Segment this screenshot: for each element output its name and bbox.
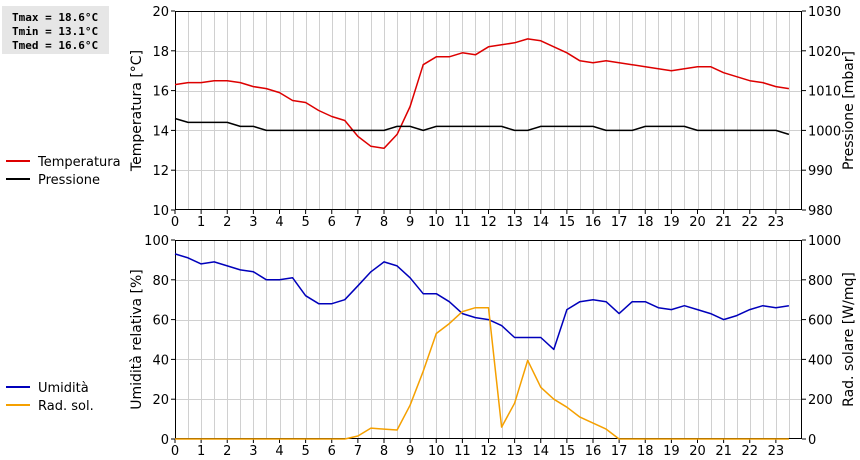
bottom-frame: [175, 240, 802, 439]
bottom-y-right-tick-label: 0: [808, 433, 816, 448]
bottom-x-tick-label: 19: [663, 444, 680, 459]
top-y-left-tick-label: 16: [152, 85, 169, 100]
bottom-x-tick-label: 21: [715, 444, 732, 459]
tmed-label: Tmed = 16.6°C: [12, 39, 99, 52]
bottom-x-tick-label: 5: [301, 444, 309, 459]
bottom-y-right-tick-label: 200: [808, 393, 833, 408]
tmin-label: Tmin = 13.1°C: [12, 25, 99, 38]
top-y-right-tick-label: 980: [808, 204, 833, 219]
top-x-tick-label: 10: [428, 215, 445, 230]
bottom-x-tick-label: 16: [585, 444, 602, 459]
top-plot-area: [175, 11, 802, 210]
bottom-y-left-tick-label: 0: [161, 433, 169, 448]
bottom-x-tick-label: 12: [480, 444, 497, 459]
top-x-tick-label: 14: [532, 215, 549, 230]
bottom-plot-area: [175, 240, 802, 439]
top-y-right-tick-label: 990: [808, 164, 833, 179]
top-x-tick-label: 7: [354, 215, 362, 230]
top-x-tick-label: 17: [611, 215, 628, 230]
bottom-x-tick-label: 10: [428, 444, 445, 459]
bottom-x-tick-label: 11: [454, 444, 471, 459]
bottom-y-left-tick-label: 60: [152, 314, 169, 329]
bottom-x-tick-label: 7: [354, 444, 362, 459]
bottom-x-tick-label: 9: [406, 444, 414, 459]
top-x-tick-label: 13: [506, 215, 523, 230]
top-x-tick-label: 4: [275, 215, 283, 230]
bottom-x-tick-label: 13: [506, 444, 523, 459]
top-y-right-tick-label: 1000: [808, 124, 841, 139]
top-series-left-line: [174, 38, 790, 150]
bottom-y-right-tick-label: 600: [808, 314, 833, 329]
top-x-tick-label: 6: [328, 215, 336, 230]
bottom-legend-label: Rad. sol.: [38, 399, 94, 414]
top-x-tick-label: 3: [249, 215, 257, 230]
top-y-left-tick-label: 12: [152, 164, 169, 179]
top-x-tick-label: 9: [406, 215, 414, 230]
top-x-tick-label: 1: [197, 215, 205, 230]
top-y-left-title: Temperatura [°C]: [129, 50, 145, 172]
bottom-x-tick-label: 6: [328, 444, 336, 459]
top-x-tick-label: 0: [171, 215, 179, 230]
bottom-x-tick-label: 17: [611, 444, 628, 459]
top-y-left-tick-label: 20: [152, 5, 169, 20]
top-y-left-tick-label: 18: [152, 45, 169, 60]
top-y-right-tick-label: 1020: [808, 45, 841, 60]
bottom-x-tick-label: 8: [380, 444, 388, 459]
top-x-tick-label: 12: [480, 215, 497, 230]
top-legend-label: Temperatura: [37, 155, 121, 170]
bottom-y-right-tick-label: 400: [808, 353, 833, 368]
top-x-tick-label: 20: [689, 215, 706, 230]
top-y-right-tick-label: 1010: [808, 85, 841, 100]
top-y-left-tick-label: 10: [152, 204, 169, 219]
bottom-x-tick-label: 0: [171, 444, 179, 459]
bottom-y-right-tick-label: 1000: [808, 234, 841, 249]
bottom-y-left-tick-label: 40: [152, 353, 169, 368]
bottom-x-tick-label: 20: [689, 444, 706, 459]
bottom-y-right-tick-label: 800: [808, 274, 833, 289]
top-x-tick-label: 16: [585, 215, 602, 230]
top-x-tick-label: 21: [715, 215, 732, 230]
bottom-x-tick-label: 15: [559, 444, 576, 459]
bottom-series-left-line: [174, 253, 790, 351]
top-y-right-tick-label: 1030: [808, 5, 841, 20]
bottom-y-left-tick-label: 80: [152, 274, 169, 289]
top-x-tick-label: 11: [454, 215, 471, 230]
bottom-x-tick-label: 23: [768, 444, 785, 459]
bottom-x-tick-label: 2: [223, 444, 231, 459]
bottom-x-tick-label: 18: [637, 444, 654, 459]
top-x-tick-label: 8: [380, 215, 388, 230]
top-x-tick-label: 19: [663, 215, 680, 230]
tmax-label: Tmax = 18.6°C: [12, 11, 99, 24]
bottom-y-left-tick-label: 100: [144, 234, 169, 249]
bottom-y-left-title: Umidità relativa [%]: [129, 269, 145, 410]
bottom-x-tick-label: 4: [275, 444, 283, 459]
stats-box: Tmax = 18.6°C Tmin = 13.1°C Tmed = 16.6°…: [2, 6, 109, 54]
top-series-right-line: [174, 117, 790, 136]
bottom-y-left-tick-label: 20: [152, 393, 169, 408]
top-y-right-title: Pressione [mbar]: [841, 51, 857, 170]
bottom-y-right-title: Rad. solare [W/mq]: [841, 272, 857, 407]
bottom-x-tick-label: 22: [741, 444, 758, 459]
bottom-x-tick-label: 14: [532, 444, 549, 459]
top-x-tick-label: 5: [301, 215, 309, 230]
bottom-legend-label: Umidità: [38, 381, 89, 396]
top-x-tick-label: 18: [637, 215, 654, 230]
top-y-left-tick-label: 14: [152, 124, 169, 139]
top-x-tick-label: 15: [559, 215, 576, 230]
bottom-x-tick-label: 3: [249, 444, 257, 459]
bottom-x-tick-label: 1: [197, 444, 205, 459]
bottom-series-right-line: [175, 306, 789, 440]
top-legend-label: Pressione: [38, 173, 100, 188]
top-x-tick-label: 22: [741, 215, 758, 230]
top-x-tick-label: 23: [768, 215, 785, 230]
top-x-tick-label: 2: [223, 215, 231, 230]
top-frame: [175, 11, 802, 210]
